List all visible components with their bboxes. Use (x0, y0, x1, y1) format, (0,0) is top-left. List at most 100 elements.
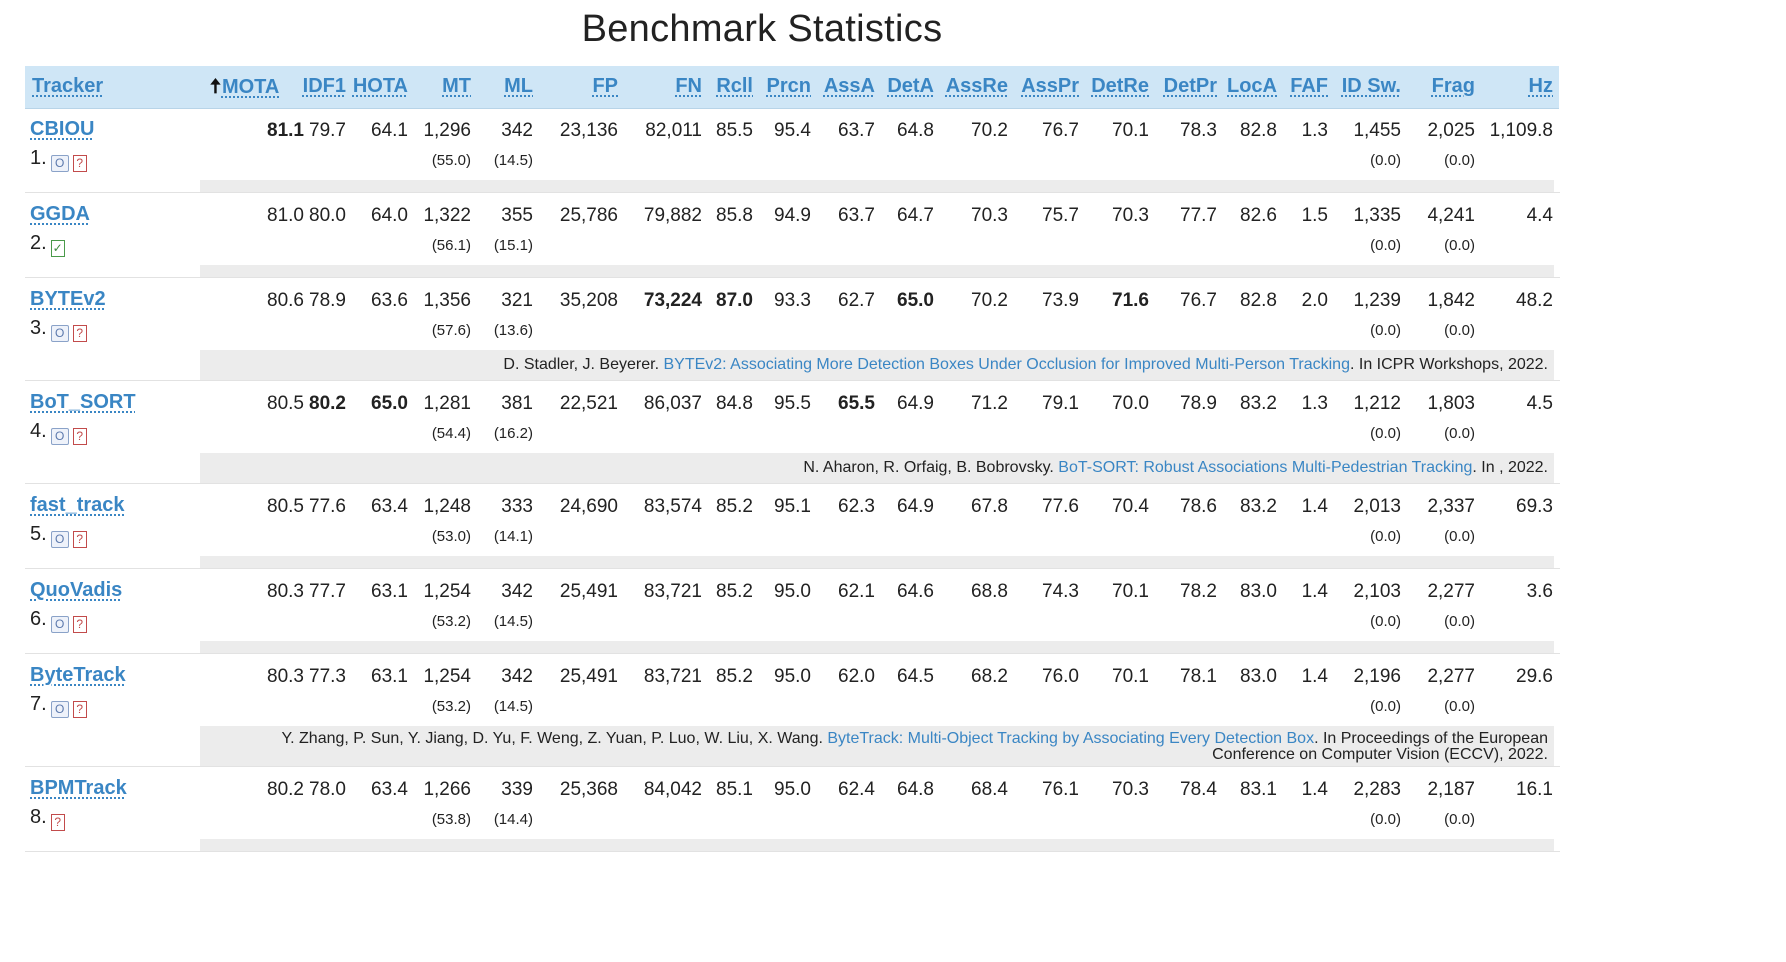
citation-paper-link[interactable]: ByteTrack: Multi-Object Tracking by Asso… (827, 730, 1315, 747)
cell-deta: 64.7 (897, 205, 934, 226)
cell-frag-percent: (0.0) (1444, 698, 1475, 715)
column-header-prcn[interactable]: Prcn (766, 75, 811, 97)
cell-ml-percent: (15.1) (493, 237, 533, 254)
column-header-idsw[interactable]: ID Sw. (1341, 75, 1401, 97)
column-header-tracker[interactable]: Tracker (32, 75, 104, 97)
rank-cell: 1. O? (30, 147, 87, 172)
cell-detre: 70.1 (1112, 666, 1149, 687)
row-divider (25, 653, 1560, 654)
cell-detre: 70.1 (1112, 581, 1149, 602)
tracker-name-link[interactable]: GGDA (30, 203, 90, 225)
cell-prcn: 95.1 (774, 496, 811, 517)
column-header-assre[interactable]: AssRe (945, 75, 1008, 97)
cell-idf1: 77.7 (309, 581, 346, 602)
cell-hota: 63.6 (371, 290, 408, 311)
tracker-name-link[interactable]: QuoVadis (30, 579, 123, 601)
cell-mota: 80.3 (267, 581, 304, 602)
citation-strip (200, 641, 1554, 653)
citation-venue: . In ICPR Workshops, 2022. (1349, 356, 1548, 373)
cell-frag: 2,277 (1427, 666, 1475, 687)
column-header-fp[interactable]: FP (592, 75, 618, 97)
cell-assa: 65.5 (838, 393, 875, 414)
cell-idsw-percent: (0.0) (1370, 698, 1401, 715)
cell-idf1: 77.3 (309, 666, 346, 687)
sort-up-arrow-icon: 🠅 (210, 74, 221, 98)
column-header-frag[interactable]: Frag (1431, 75, 1475, 97)
citation-paper-link[interactable]: BoT-SORT: Robust Associations Multi-Pede… (1058, 459, 1473, 476)
column-header-deta[interactable]: DetA (887, 75, 934, 97)
column-header-detpr[interactable]: DetPr (1163, 75, 1217, 97)
column-header-detre[interactable]: DetRe (1091, 75, 1149, 97)
tracker-name-link[interactable]: BPMTrack (30, 777, 127, 799)
cell-fn: 73,224 (643, 290, 702, 311)
rank-cell: 4. O? (30, 420, 87, 445)
open-source-icon[interactable]: O (50, 325, 69, 342)
open-source-icon[interactable]: O (50, 531, 69, 548)
column-header-rcll[interactable]: Rcll (716, 75, 753, 97)
cell-idf1: 78.9 (309, 290, 346, 311)
cell-mota: 80.2 (267, 779, 304, 800)
column-header-ml[interactable]: ML (504, 75, 533, 97)
cell-idf1: 80.2 (309, 393, 346, 414)
cell-hz: 4.4 (1526, 205, 1553, 226)
cell-fn: 82,011 (645, 120, 702, 141)
cell-hz: 29.6 (1516, 666, 1553, 687)
open-source-icon[interactable]: O (50, 701, 69, 718)
cell-deta: 64.8 (897, 779, 934, 800)
column-header-assa[interactable]: AssA (823, 75, 875, 97)
cell-asspr: 75.7 (1042, 205, 1079, 226)
unverified-question-icon[interactable]: ? (72, 428, 87, 445)
cell-frag: 4,241 (1427, 205, 1475, 226)
column-header-loca[interactable]: LocA (1227, 75, 1277, 97)
cell-mt-percent: (57.6) (431, 322, 471, 339)
cell-mt-percent: (53.2) (431, 698, 471, 715)
tracker-name-link[interactable]: fast_track (30, 494, 125, 516)
cell-fp: 24,690 (559, 496, 618, 517)
cell-faf: 1.4 (1301, 581, 1328, 602)
cell-hz: 1,109.8 (1489, 120, 1553, 141)
unverified-question-icon[interactable]: ? (72, 701, 87, 718)
tracker-name-link[interactable]: BYTEv2 (30, 288, 106, 310)
cell-frag-percent: (0.0) (1444, 322, 1475, 339)
verified-check-icon[interactable]: ✓ (50, 240, 65, 257)
open-source-icon[interactable]: O (50, 428, 69, 445)
citation-paper-link[interactable]: BYTEv2: Associating More Detection Boxes… (663, 356, 1350, 373)
column-header-hz[interactable]: Hz (1528, 75, 1553, 97)
tracker-name-link[interactable]: CBIOU (30, 118, 95, 140)
cell-hota: 63.1 (371, 581, 408, 602)
unverified-question-icon[interactable]: ? (72, 616, 87, 633)
open-source-icon[interactable]: O (50, 155, 69, 172)
cell-fn: 83,721 (643, 666, 702, 687)
column-header-hota[interactable]: HOTA (352, 75, 408, 97)
cell-idsw-percent: (0.0) (1370, 613, 1401, 630)
cell-fp: 22,521 (559, 393, 618, 414)
cell-frag-percent: (0.0) (1444, 425, 1475, 442)
column-header-fn[interactable]: FN (675, 75, 702, 97)
cell-frag: 2,025 (1427, 120, 1475, 141)
cell-idf1: 78.0 (309, 779, 346, 800)
cell-ml: 339 (501, 779, 533, 800)
column-header-asspr[interactable]: AssPr (1021, 75, 1079, 97)
tracker-name-link[interactable]: ByteTrack (30, 664, 126, 686)
cell-idsw-percent: (0.0) (1370, 322, 1401, 339)
cell-asspr: 74.3 (1042, 581, 1079, 602)
column-header-mt[interactable]: MT (442, 75, 471, 97)
cell-frag: 2,337 (1427, 496, 1475, 517)
unverified-question-icon[interactable]: ? (72, 531, 87, 548)
column-header-faf[interactable]: FAF (1290, 75, 1328, 97)
unverified-question-icon[interactable]: ? (50, 814, 65, 831)
unverified-question-icon[interactable]: ? (72, 325, 87, 342)
cell-asspr: 76.0 (1042, 666, 1079, 687)
cell-assre: 67.8 (971, 496, 1008, 517)
cell-frag: 2,277 (1427, 581, 1475, 602)
cell-loca: 82.6 (1240, 205, 1277, 226)
cell-deta: 65.0 (897, 290, 934, 311)
open-source-icon[interactable]: O (50, 616, 69, 633)
column-header-idf1[interactable]: IDF1 (302, 75, 346, 97)
citation-venue: . In Proceedings of the European Confere… (1212, 730, 1548, 763)
citation-strip (200, 180, 1554, 192)
column-header-mota[interactable]: 🠅MOTA (210, 66, 304, 108)
unverified-question-icon[interactable]: ? (72, 155, 87, 172)
cell-idf1: 80.0 (309, 205, 346, 226)
tracker-name-link[interactable]: BoT_SORT (30, 391, 136, 413)
